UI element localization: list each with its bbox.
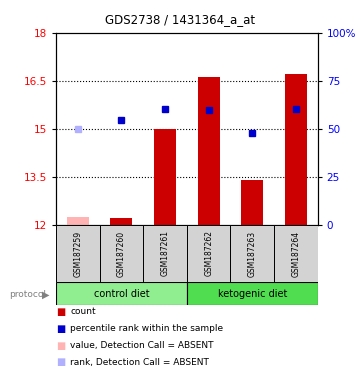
Text: ketogenic diet: ketogenic diet bbox=[218, 289, 287, 299]
Text: rank, Detection Call = ABSENT: rank, Detection Call = ABSENT bbox=[70, 358, 209, 367]
Bar bbox=[154, 129, 176, 225]
Text: ▶: ▶ bbox=[42, 290, 50, 300]
Bar bbox=[110, 218, 132, 225]
Bar bbox=[67, 217, 89, 225]
Bar bbox=[242, 180, 263, 225]
Text: protocol: protocol bbox=[9, 290, 46, 300]
Text: ■: ■ bbox=[56, 307, 65, 317]
Text: GSM187259: GSM187259 bbox=[73, 230, 82, 276]
Bar bbox=[230, 225, 274, 282]
Text: GSM187260: GSM187260 bbox=[117, 230, 126, 276]
Text: value, Detection Call = ABSENT: value, Detection Call = ABSENT bbox=[70, 341, 214, 350]
Text: count: count bbox=[70, 307, 96, 316]
Bar bbox=[56, 282, 187, 305]
Bar bbox=[187, 282, 318, 305]
Bar bbox=[274, 225, 318, 282]
Bar bbox=[285, 74, 307, 225]
Text: ■: ■ bbox=[56, 341, 65, 351]
Bar bbox=[143, 225, 187, 282]
Text: GSM187261: GSM187261 bbox=[161, 230, 170, 276]
Text: percentile rank within the sample: percentile rank within the sample bbox=[70, 324, 223, 333]
Text: control diet: control diet bbox=[93, 289, 149, 299]
Bar bbox=[56, 225, 100, 282]
Text: GSM187262: GSM187262 bbox=[204, 230, 213, 276]
Bar bbox=[100, 225, 143, 282]
Text: ■: ■ bbox=[56, 358, 65, 367]
Bar bbox=[198, 78, 219, 225]
Text: ■: ■ bbox=[56, 324, 65, 334]
Text: GDS2738 / 1431364_a_at: GDS2738 / 1431364_a_at bbox=[105, 13, 256, 26]
Text: GSM187263: GSM187263 bbox=[248, 230, 257, 276]
Text: GSM187264: GSM187264 bbox=[291, 230, 300, 276]
Bar bbox=[187, 225, 230, 282]
